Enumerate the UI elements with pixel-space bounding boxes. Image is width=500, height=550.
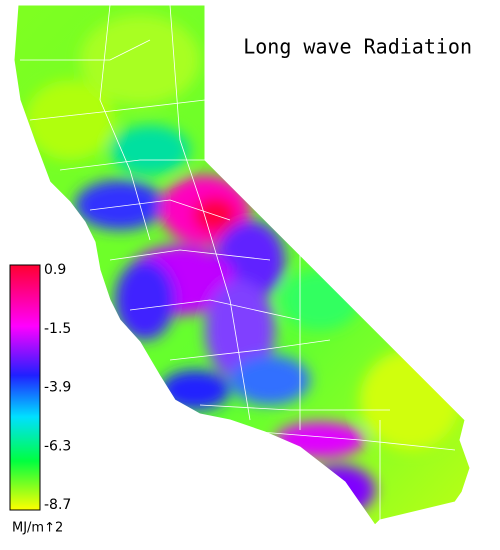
legend-tick-label: 0.9 xyxy=(44,262,66,278)
county-lines xyxy=(20,5,456,520)
color-bar xyxy=(9,264,41,511)
legend-tick-label: -1.5 xyxy=(44,321,71,337)
legend-tick-label: -6.3 xyxy=(44,438,71,454)
legend-tick-label: -3.9 xyxy=(44,380,71,396)
legend-unit: MJ/m↑2 xyxy=(12,521,63,536)
map-title: Long wave Radiation xyxy=(243,35,472,59)
legend-tick-label: -8.7 xyxy=(44,497,71,513)
